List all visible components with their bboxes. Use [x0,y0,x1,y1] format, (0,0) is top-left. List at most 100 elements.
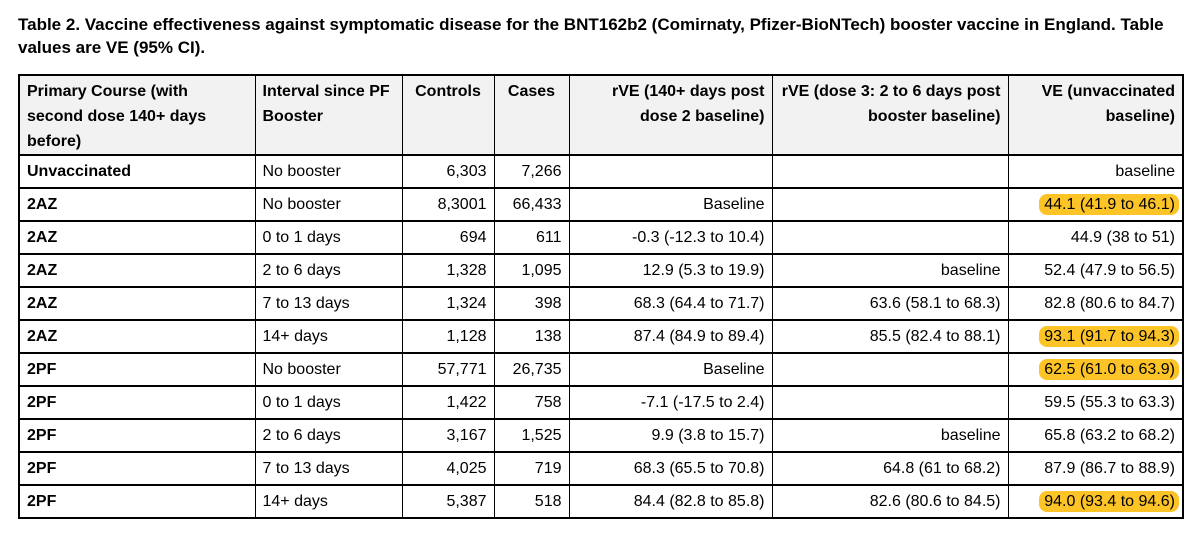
cell-cases: 518 [493,484,570,519]
cell-controls: 4,025 [401,451,495,486]
cell-controls: 1,328 [401,253,495,288]
cell-rve-dose2: -0.3 (-12.3 to 10.4) [568,220,773,255]
table-caption: Table 2. Vaccine effectiveness against s… [18,15,1164,57]
cell-controls: 5,387 [401,484,495,519]
cell-ve: 65.8 (63.2 to 68.2) [1007,418,1184,453]
cell-ve: 44.1 (41.9 to 46.1) [1007,187,1184,222]
cell-controls: 3,167 [401,418,495,453]
cell-cases: 26,735 [493,352,570,387]
cell-cases: 398 [493,286,570,321]
cell-interval: 2 to 6 days [254,418,403,453]
cell-interval: 7 to 13 days [254,286,403,321]
cell-rve-dose2: 68.3 (65.5 to 70.8) [568,451,773,486]
cell-primary-course: 2PF [18,451,256,486]
cell-rve-booster [771,352,1009,387]
col-header-rve-dose2: rVE (140+ days post dose 2 baseline) [568,74,773,156]
cell-rve-booster: baseline [771,253,1009,288]
table-row: 2AZ 14+ days 1,128 138 87.4 (84.9 to 89.4) 85… [18,319,1184,354]
col-header-ve: VE (unvaccinated baseline) [1007,74,1184,156]
cell-primary-course: 2AZ [18,220,256,255]
cell-rve-booster: baseline [771,418,1009,453]
cell-rve-dose2 [568,154,773,189]
highlighted-value: 93.1 (91.7 to 94.3) [1039,325,1179,347]
table-row: 2AZ 7 to 13 days 1,324 398 68.3 (64.4 to 71.… [18,286,1184,321]
cell-rve-dose2: 9.9 (3.8 to 15.7) [568,418,773,453]
cell-interval: 7 to 13 days [254,451,403,486]
cell-interval: No booster [254,352,403,387]
col-header-interval: Interval since PF Booster [254,74,403,156]
cell-cases: 611 [493,220,570,255]
cell-cases: 7,266 [493,154,570,189]
cell-primary-course: 2PF [18,418,256,453]
table-row: 2PF No booster 57,771 26,735 Baseline 62.5 (6… [18,352,1184,387]
cell-rve-booster [771,154,1009,189]
cell-rve-dose2: -7.1 (-17.5 to 2.4) [568,385,773,420]
table-row: 2AZ 2 to 6 days 1,328 1,095 12.9 (5.3 to 19.… [18,253,1184,288]
cell-ve: 59.5 (55.3 to 63.3) [1007,385,1184,420]
cell-interval: 14+ days [254,319,403,354]
cell-controls: 694 [401,220,495,255]
table-row: 2PF 7 to 13 days 4,025 719 68.3 (65.5 to 70.… [18,451,1184,486]
cell-controls: 1,422 [401,385,495,420]
table-row: 2PF 14+ days 5,387 518 84.4 (82.8 to 85.8) 82… [18,484,1184,519]
cell-cases: 1,525 [493,418,570,453]
cell-controls: 8,3001 [401,187,495,222]
cell-interval: 2 to 6 days [254,253,403,288]
cell-cases: 138 [493,319,570,354]
cell-cases: 1,095 [493,253,570,288]
vaccine-effectiveness-table: Primary Course (with second dose 140+ da… [18,74,1184,519]
cell-interval: No booster [254,154,403,189]
cell-rve-booster [771,187,1009,222]
cell-interval: No booster [254,187,403,222]
cell-ve: 52.4 (47.9 to 56.5) [1007,253,1184,288]
cell-controls: 57,771 [401,352,495,387]
highlighted-value: 62.5 (61.0 to 63.9) [1039,358,1179,380]
header-row: Primary Course (with second dose 140+ da… [18,74,1184,156]
cell-interval: 0 to 1 days [254,220,403,255]
col-header-rve-booster: rVE (dose 3: 2 to 6 days post booster ba… [771,74,1009,156]
table-row: 2PF 0 to 1 days 1,422 758 -7.1 (-17.5 to 2.4… [18,385,1184,420]
col-header-controls: Controls [401,74,495,156]
cell-ve: 82.8 (80.6 to 84.7) [1007,286,1184,321]
cell-ve: 62.5 (61.0 to 63.9) [1007,352,1184,387]
cell-rve-dose2: Baseline [568,352,773,387]
cell-primary-course: 2PF [18,484,256,519]
cell-primary-course: 2AZ [18,187,256,222]
col-header-cases: Cases [493,74,570,156]
cell-interval: 0 to 1 days [254,385,403,420]
table-row: 2AZ No booster 8,3001 66,433 Baseline 44.1 (4… [18,187,1184,222]
highlighted-value: 44.1 (41.9 to 46.1) [1039,193,1179,215]
cell-ve: 94.0 (93.4 to 94.6) [1007,484,1184,519]
cell-rve-dose2: Baseline [568,187,773,222]
cell-rve-dose2: 68.3 (64.4 to 71.7) [568,286,773,321]
document-page: Table 2. Vaccine effectiveness against s… [18,15,1184,519]
cell-cases: 758 [493,385,570,420]
cell-primary-course: 2AZ [18,319,256,354]
cell-ve: 87.9 (86.7 to 88.9) [1007,451,1184,486]
cell-rve-booster [771,385,1009,420]
cell-primary-course: Unvaccinated [18,154,256,189]
cell-rve-booster: 82.6 (80.6 to 84.5) [771,484,1009,519]
cell-cases: 66,433 [493,187,570,222]
table-header: Primary Course (with second dose 140+ da… [18,74,1184,156]
cell-cases: 719 [493,451,570,486]
table-row: 2PF 2 to 6 days 3,167 1,525 9.9 (3.8 to 15.7… [18,418,1184,453]
cell-rve-booster [771,220,1009,255]
cell-ve: 44.9 (38 to 51) [1007,220,1184,255]
cell-primary-course: 2AZ [18,253,256,288]
cell-rve-dose2: 84.4 (82.8 to 85.8) [568,484,773,519]
cell-primary-course: 2AZ [18,286,256,321]
col-header-primary-course: Primary Course (with second dose 140+ da… [18,74,256,156]
cell-rve-booster: 63.6 (58.1 to 68.3) [771,286,1009,321]
cell-controls: 1,324 [401,286,495,321]
cell-rve-dose2: 12.9 (5.3 to 19.9) [568,253,773,288]
cell-ve: baseline [1007,154,1184,189]
cell-controls: 6,303 [401,154,495,189]
cell-ve: 93.1 (91.7 to 94.3) [1007,319,1184,354]
cell-controls: 1,128 [401,319,495,354]
cell-rve-booster: 85.5 (82.4 to 88.1) [771,319,1009,354]
cell-rve-booster: 64.8 (61 to 68.2) [771,451,1009,486]
cell-primary-course: 2PF [18,352,256,387]
cell-interval: 14+ days [254,484,403,519]
cell-rve-dose2: 87.4 (84.9 to 89.4) [568,319,773,354]
